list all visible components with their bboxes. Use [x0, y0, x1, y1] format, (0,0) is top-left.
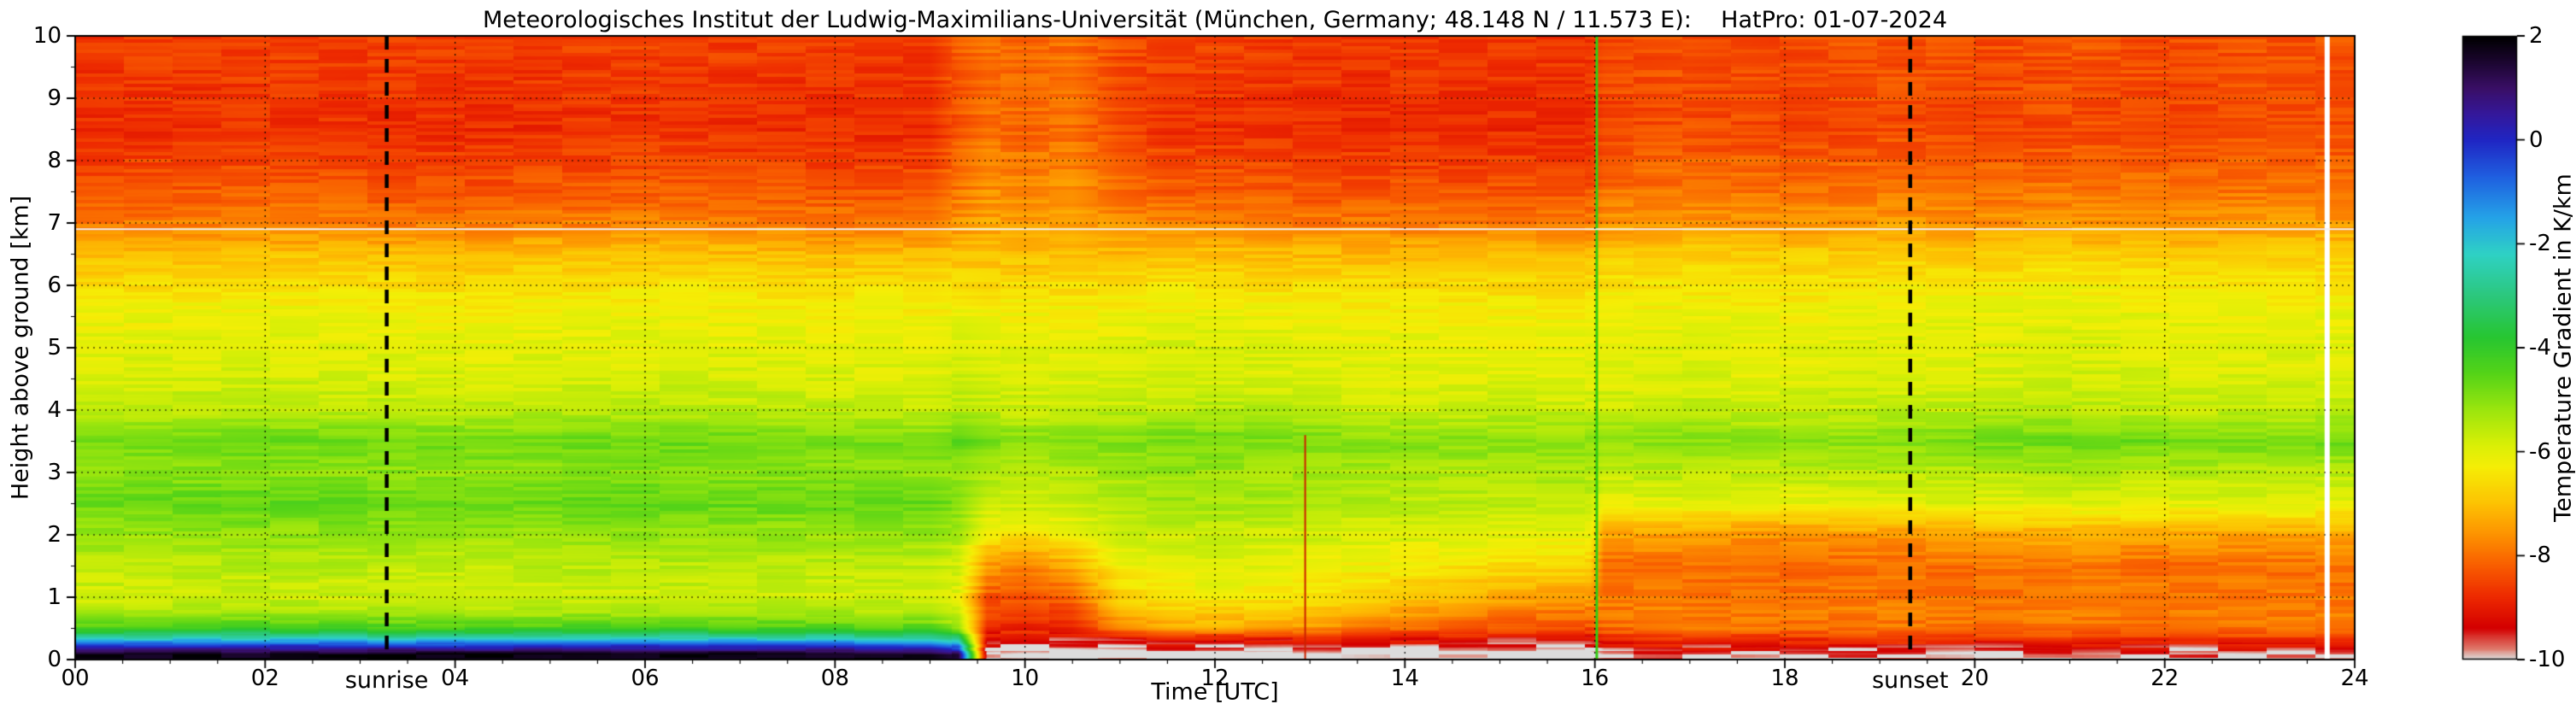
x-tick-label-24: 24: [2340, 666, 2369, 691]
x-tick-label-22: 22: [2151, 666, 2180, 691]
y-tick-label-10: 10: [32, 23, 62, 49]
sunrise-label: sunrise: [344, 667, 429, 694]
x-tick-label-06: 06: [631, 666, 660, 691]
colorbar-tick-label--8: -8: [2529, 543, 2551, 569]
x-tick-label-04: 04: [441, 666, 470, 691]
y-tick-label-3: 3: [47, 460, 62, 485]
x-tick-label-18: 18: [1770, 666, 1799, 691]
x-tick-label-00: 00: [61, 666, 90, 691]
y-tick-label-8: 8: [47, 148, 62, 173]
x-axis-label: Time [UTC]: [1151, 678, 1279, 704]
y-tick-label-0: 0: [47, 647, 62, 672]
y-axis-label: Height above ground [km]: [7, 195, 34, 501]
colorbar-tick-label--10: -10: [2529, 647, 2566, 672]
x-tick-label-02: 02: [250, 666, 279, 691]
y-tick-label-7: 7: [47, 210, 62, 236]
x-tick-label-14: 14: [1390, 666, 1419, 691]
colorbar-tick-label-0: 0: [2529, 126, 2544, 153]
colorbar-tick-label-2: 2: [2529, 23, 2544, 49]
x-tick-label-12: 12: [1200, 666, 1229, 691]
y-tick-label-4: 4: [47, 397, 62, 423]
x-tick-label-20: 20: [1960, 666, 1989, 691]
y-tick-label-5: 5: [47, 335, 62, 361]
y-tick-label-2: 2: [47, 522, 62, 548]
sunset-label: sunset: [1871, 667, 1949, 694]
y-tick-label-9: 9: [47, 85, 62, 111]
y-tick-label-1: 1: [47, 584, 62, 610]
x-tick-label-10: 10: [1011, 666, 1040, 691]
colorbar-tick-label--4: -4: [2529, 335, 2551, 361]
colorbar-tick-label--2: -2: [2529, 231, 2551, 257]
x-tick-label-16: 16: [1581, 666, 1610, 691]
y-tick-label-6: 6: [47, 273, 62, 298]
colorbar-label: Temperature Gradient in K/km: [2550, 173, 2576, 522]
x-tick-label-08: 08: [820, 666, 849, 691]
chart-title: Meteorologisches Institut der Ludwig-Max…: [482, 7, 1948, 33]
colorbar-tick-label--6: -6: [2529, 438, 2551, 465]
